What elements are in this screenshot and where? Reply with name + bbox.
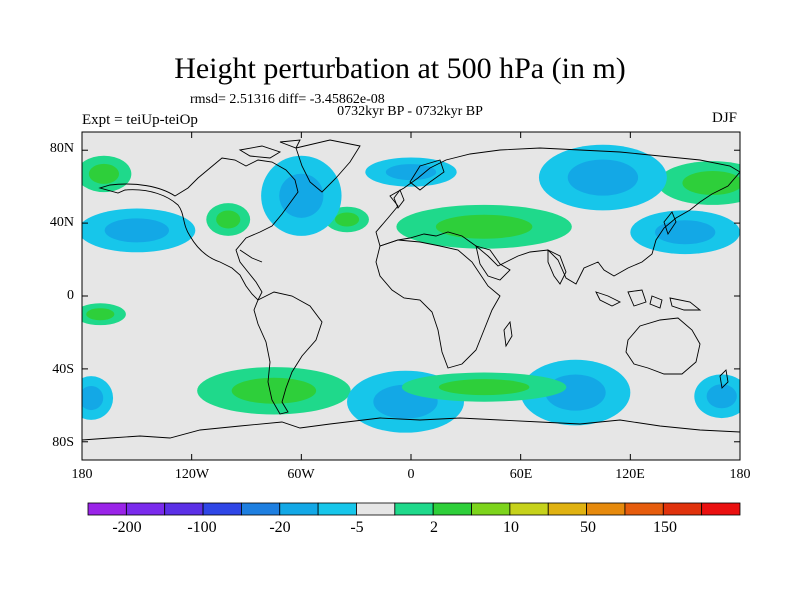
rmsd-diff-stats: rmsd= 2.51316 diff= -3.45862e-08: [190, 92, 385, 107]
colorbar-swatch: [202, 502, 242, 516]
positive-anomaly-core: [682, 170, 740, 196]
lon-label-120e: 120E: [615, 467, 645, 482]
lat-label-80n: 80N: [49, 141, 74, 156]
colorbar-swatch: [394, 502, 434, 516]
colorbar-swatch: [701, 502, 741, 516]
chart-title: Height perturbation at 500 hPa (in m): [174, 52, 626, 85]
lon-label-180e: 180: [729, 467, 751, 482]
period-subtitle: 0732kyr BP - 0732kyr BP: [337, 104, 483, 119]
colorbar-swatch: [662, 502, 703, 516]
colorbar: [87, 502, 741, 516]
negative-anomaly-core: [104, 218, 170, 243]
lat-label-40n: 40N: [49, 215, 74, 230]
colorbar-swatch: [624, 502, 664, 516]
colorbar-label: 50: [580, 519, 596, 536]
lon-label-120w: 120W: [174, 467, 210, 482]
colorbar-swatch: [164, 502, 204, 516]
colorbar-label: -200: [112, 519, 142, 536]
lat-label-40s: 40S: [52, 362, 74, 377]
lon-label-0: 0: [407, 467, 415, 482]
negative-anomaly-core: [82, 386, 104, 411]
colorbar-label: -20: [269, 519, 291, 536]
lat-label-80s: 80S: [52, 435, 74, 450]
colorbar-label: 150: [653, 519, 677, 536]
positive-anomaly-core: [435, 214, 533, 239]
colorbar-swatch: [356, 502, 396, 516]
lon-label-60e: 60E: [509, 467, 533, 482]
colorbar-swatch: [509, 502, 549, 516]
colorbar-swatch: [547, 502, 587, 516]
colorbar-swatch: [87, 502, 127, 516]
colorbar-swatch: [241, 502, 281, 516]
negative-anomaly-core: [279, 173, 324, 218]
negative-anomaly-core: [655, 220, 716, 245]
axis-ticks: [81, 132, 741, 460]
positive-anomaly-core: [216, 210, 241, 229]
contour-fill-group: [82, 144, 740, 433]
colorbar-label: 2: [430, 519, 438, 536]
colorbar-swatch: [586, 502, 626, 516]
negative-anomaly-core: [567, 159, 639, 196]
negative-anomaly-core: [706, 384, 737, 409]
lat-label-0: 0: [67, 288, 74, 303]
negative-anomaly-core: [385, 164, 437, 181]
positive-anomaly-core: [86, 308, 115, 321]
colorbar-swatch: [125, 502, 166, 516]
colorbar-swatch: [432, 502, 472, 516]
colorbar-label: -5: [350, 519, 364, 536]
lon-label-180w: 180: [71, 467, 93, 482]
positive-anomaly-core: [334, 212, 360, 227]
positive-anomaly-core: [88, 163, 120, 184]
experiment-label: Expt = teiUp-teiOp: [82, 112, 198, 128]
colorbar-swatch: [279, 502, 319, 516]
colorbar-label: -100: [187, 519, 217, 536]
positive-anomaly-core: [438, 379, 530, 396]
lon-label-60w: 60W: [287, 467, 315, 482]
season-label: DJF: [712, 110, 738, 126]
coastlines: [82, 139, 740, 441]
positive-anomaly-core: [231, 377, 317, 404]
colorbar-swatch: [471, 502, 511, 516]
colorbar-swatch: [317, 502, 357, 516]
colorbar-label: 10: [503, 519, 519, 536]
